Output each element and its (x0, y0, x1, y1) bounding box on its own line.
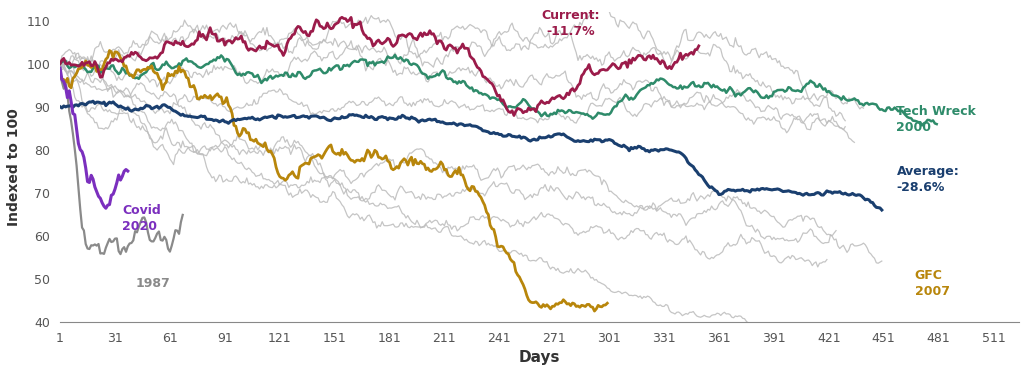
Text: GFC
2007: GFC 2007 (915, 269, 950, 298)
Text: Average:
-28.6%: Average: -28.6% (897, 165, 959, 194)
X-axis label: Days: Days (519, 350, 560, 365)
Y-axis label: Indexed to 100: Indexed to 100 (7, 108, 21, 226)
Text: Current:
-11.7%: Current: -11.7% (542, 9, 600, 38)
Text: 1987: 1987 (135, 276, 170, 289)
Text: Covid
2020: Covid 2020 (122, 204, 161, 233)
Text: Tech Wreck
2000: Tech Wreck 2000 (897, 105, 977, 134)
